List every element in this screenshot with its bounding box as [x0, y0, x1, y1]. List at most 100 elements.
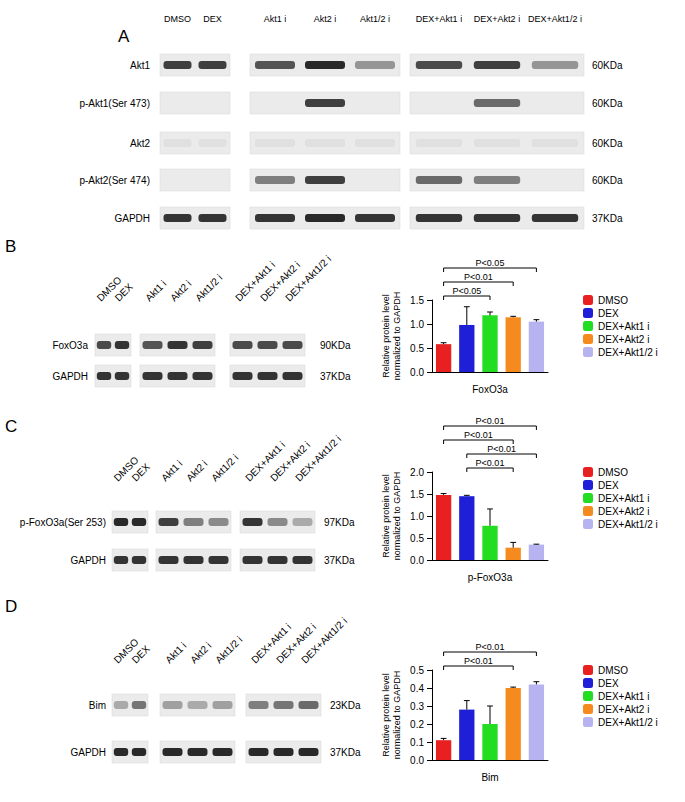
svg-text:0.5: 0.5: [410, 343, 424, 354]
svg-text:DEX: DEX: [598, 480, 619, 491]
svg-text:DMSO: DMSO: [164, 14, 191, 24]
svg-text:0.4: 0.4: [410, 683, 424, 694]
svg-text:23KDa: 23KDa: [330, 700, 361, 711]
svg-text:DEX+Akt2 i: DEX+Akt2 i: [598, 506, 649, 517]
svg-text:Akt1: Akt1: [130, 60, 150, 71]
svg-text:90KDa: 90KDa: [320, 340, 351, 351]
svg-text:60KDa: 60KDa: [592, 98, 623, 109]
svg-text:Bim: Bim: [89, 700, 106, 711]
svg-text:P<0.01: P<0.01: [476, 642, 505, 652]
svg-text:FoxO3a: FoxO3a: [52, 340, 88, 351]
svg-text:p-Akt2(Ser 474): p-Akt2(Ser 474): [79, 175, 150, 186]
svg-text:DEX+Akt1 i: DEX+Akt1 i: [416, 14, 462, 24]
svg-text:FoxO3a: FoxO3a: [472, 384, 508, 395]
svg-text:DEX+Akt1/2 i: DEX+Akt1/2 i: [598, 519, 658, 530]
svg-text:Akt2 i: Akt2 i: [188, 640, 213, 665]
svg-text:D: D: [5, 597, 17, 616]
svg-text:DEX+Akt2 i: DEX+Akt2 i: [474, 14, 520, 24]
svg-text:37KDa: 37KDa: [330, 747, 361, 758]
svg-text:GAPDH: GAPDH: [70, 555, 106, 566]
svg-text:B: B: [5, 237, 16, 256]
svg-text:Relative protein level: Relative protein level: [381, 673, 391, 757]
svg-text:Relative protein level: Relative protein level: [381, 294, 391, 378]
svg-text:37KDa: 37KDa: [324, 555, 355, 566]
svg-text:60KDa: 60KDa: [592, 60, 623, 71]
svg-text:97KDa: 97KDa: [324, 517, 355, 528]
svg-text:0.2: 0.2: [410, 719, 424, 730]
svg-text:P<0.01: P<0.01: [476, 416, 505, 426]
svg-text:Akt2 i: Akt2 i: [314, 14, 337, 24]
svg-text:DEX: DEX: [113, 281, 136, 304]
svg-text:GAPDH: GAPDH: [114, 213, 150, 224]
svg-text:DEX: DEX: [130, 643, 153, 666]
svg-text:DEX+Akt2 i: DEX+Akt2 i: [598, 704, 649, 715]
svg-text:DEX+Akt1 i: DEX+Akt1 i: [598, 321, 649, 332]
svg-text:Bim: Bim: [481, 772, 498, 783]
svg-text:0.5: 0.5: [410, 665, 424, 676]
svg-text:DEX+Akt2 i: DEX+Akt2 i: [598, 334, 649, 345]
svg-text:normalized to GAPDH: normalized to GAPDH: [392, 472, 402, 561]
svg-text:P<0.01: P<0.01: [464, 656, 493, 666]
svg-text:1.5: 1.5: [410, 295, 424, 306]
svg-text:Akt1/2 i: Akt1/2 i: [209, 452, 240, 483]
svg-text:DEX: DEX: [598, 308, 619, 319]
svg-text:0.1: 0.1: [410, 737, 424, 748]
svg-text:p-FoxO3a: p-FoxO3a: [468, 572, 513, 583]
svg-text:1.0: 1.0: [410, 319, 424, 330]
svg-text:p-Akt1(Ser 473): p-Akt1(Ser 473): [79, 98, 150, 109]
svg-text:60KDa: 60KDa: [592, 138, 623, 149]
svg-text:Akt1/2 i: Akt1/2 i: [193, 272, 224, 303]
svg-text:DEX+Akt1/2 i: DEX+Akt1/2 i: [299, 615, 349, 665]
svg-text:Akt1 i: Akt1 i: [143, 278, 168, 303]
svg-text:DEX+Akt1 i: DEX+Akt1 i: [233, 259, 278, 304]
svg-text:P<0.05: P<0.05: [476, 258, 505, 268]
svg-text:normalized to GAPDH: normalized to GAPDH: [392, 292, 402, 381]
svg-text:60KDa: 60KDa: [592, 175, 623, 186]
svg-text:Akt2 i: Akt2 i: [184, 458, 209, 483]
svg-text:DEX+Akt1 i: DEX+Akt1 i: [598, 691, 649, 702]
svg-text:0.5: 0.5: [410, 533, 424, 544]
svg-text:Akt2 i: Akt2 i: [168, 278, 193, 303]
svg-text:GAPDH: GAPDH: [70, 747, 106, 758]
svg-text:Relative protein level: Relative protein level: [381, 474, 391, 558]
svg-text:normalized to GAPDH: normalized to GAPDH: [392, 671, 402, 760]
svg-text:DEX+Akt2 i: DEX+Akt2 i: [258, 259, 303, 304]
svg-text:DEX: DEX: [203, 14, 222, 24]
svg-text:DEX: DEX: [598, 678, 619, 689]
svg-text:C: C: [5, 417, 17, 436]
svg-text:DEX+Akt1/2 i: DEX+Akt1/2 i: [293, 433, 343, 483]
svg-text:p-FoxO3a(Ser 253): p-FoxO3a(Ser 253): [20, 517, 106, 528]
svg-text:37KDa: 37KDa: [592, 213, 623, 224]
svg-text:1.0: 1.0: [410, 511, 424, 522]
svg-text:DMSO: DMSO: [598, 295, 628, 306]
svg-text:A: A: [118, 27, 130, 46]
svg-text:P<0.01: P<0.01: [464, 272, 493, 282]
svg-text:DMSO: DMSO: [598, 665, 628, 676]
svg-text:Akt1 i: Akt1 i: [159, 458, 184, 483]
svg-text:DEX+Akt1/2 i: DEX+Akt1/2 i: [598, 347, 658, 358]
svg-text:Akt1 i: Akt1 i: [264, 14, 287, 24]
svg-text:1.5: 1.5: [410, 489, 424, 500]
svg-text:DEX+Akt1 i: DEX+Akt1 i: [598, 493, 649, 504]
svg-text:0.3: 0.3: [410, 701, 424, 712]
svg-text:GAPDH: GAPDH: [52, 371, 88, 382]
svg-text:P<0.05: P<0.05: [452, 286, 481, 296]
svg-text:0.0: 0.0: [410, 555, 424, 566]
svg-text:DEX: DEX: [130, 461, 153, 484]
svg-text:37KDa: 37KDa: [320, 371, 351, 382]
svg-text:DEX+Akt1/2 i: DEX+Akt1/2 i: [283, 253, 333, 303]
svg-text:P<0.01: P<0.01: [487, 444, 516, 454]
svg-text:Akt1 i: Akt1 i: [163, 640, 188, 665]
svg-text:Akt1/2 i: Akt1/2 i: [213, 634, 244, 665]
svg-text:P<0.01: P<0.01: [476, 458, 505, 468]
svg-text:Akt1/2 i: Akt1/2 i: [360, 14, 390, 24]
svg-text:2.0: 2.0: [410, 467, 424, 478]
svg-text:DEX+Akt1 i: DEX+Akt1 i: [243, 439, 288, 484]
svg-text:0.0: 0.0: [410, 367, 424, 378]
svg-text:DMSO: DMSO: [598, 467, 628, 478]
svg-text:DEX+Akt1/2 i: DEX+Akt1/2 i: [598, 717, 658, 728]
svg-text:DEX+Akt1/2 i: DEX+Akt1/2 i: [528, 14, 582, 24]
svg-text:Akt2: Akt2: [130, 138, 150, 149]
svg-text:P<0.01: P<0.01: [464, 430, 493, 440]
svg-text:0.0: 0.0: [410, 755, 424, 766]
